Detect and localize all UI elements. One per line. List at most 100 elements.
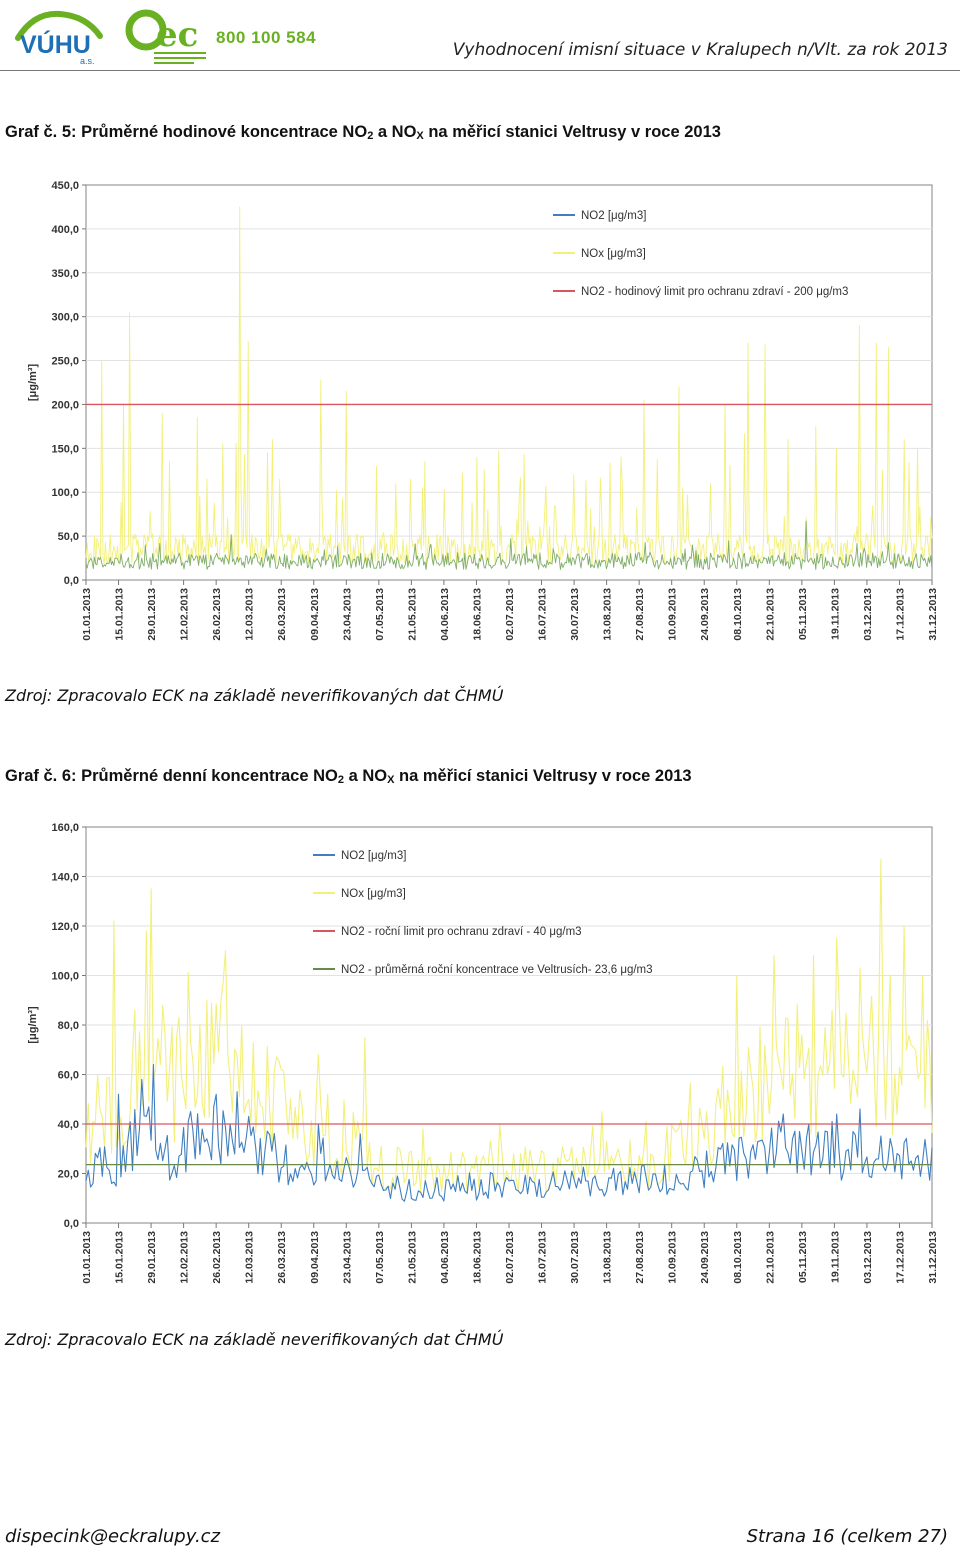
y-tick-label: 300,0 — [51, 312, 79, 324]
chart1-caption: Graf č. 5: Průměrné hodinové koncentrace… — [5, 123, 721, 142]
y-tick-label: 450,0 — [51, 180, 79, 192]
x-tick-label: 22.10.2013 — [764, 1231, 776, 1284]
chart2-source: Zdroj: Zpracovalo ECK na základě neverif… — [5, 1330, 504, 1349]
x-tick-label: 12.02.2013 — [179, 1231, 191, 1284]
eck-logo-ring — [125, 9, 167, 51]
header-divider — [0, 70, 960, 71]
chart1-hourly-svg: 0,0 50,0 100,0 150,0 200,0 250,0 300,0 350,0 400… — [27, 180, 939, 641]
x-tick-label: 12.03.2013 — [244, 588, 256, 641]
footer-email: dispecink@eckralupy.cz — [5, 1526, 221, 1547]
page-header: VÚHU a.s. ec 800 100 584 Vyhodnocení imi… — [0, 0, 960, 76]
legend-label-2: NO2 - hodinový limit pro ochranu zdraví … — [581, 286, 848, 298]
x-tick-label: 09.04.2013 — [309, 588, 321, 641]
legend-label-0: NO2 [μg/m3] — [581, 210, 646, 222]
series-no2-line — [85, 1064, 933, 1202]
y-tick-label: 100,0 — [51, 971, 79, 983]
x-tick-label: 15.01.2013 — [114, 588, 126, 641]
x-tick-label: 08.10.2013 — [732, 588, 744, 641]
chart2-caption-prefix: Graf č. 6: Průměrné denní koncentrace NO — [5, 767, 338, 785]
chart1-caption-sub1: 2 — [367, 130, 374, 142]
y-tick-label: 20,0 — [58, 1169, 79, 1181]
x-tick-label: 26.03.2013 — [276, 588, 288, 641]
x-tick-label: 26.02.2013 — [211, 1231, 223, 1284]
x-tick-label: 03.12.2013 — [862, 588, 874, 641]
y-tick-label: 150,0 — [51, 443, 79, 455]
legend-label-3: NO2 - průměrná roční koncentrace ve Velt… — [341, 964, 653, 976]
legend-label-2: NO2 - roční limit pro ochranu zdraví - 4… — [341, 926, 582, 938]
x-tick-label: 29.01.2013 — [146, 1231, 158, 1284]
x-tick-label: 02.07.2013 — [504, 1231, 516, 1284]
y-tick-label: 140,0 — [51, 872, 79, 884]
x-tick-label: 10.09.2013 — [667, 588, 679, 641]
x-tick-label: 03.12.2013 — [862, 1231, 874, 1284]
x-tick-label: 13.08.2013 — [602, 588, 614, 641]
x-tick-label: 17.12.2013 — [894, 588, 906, 641]
x-tick-label: 31.12.2013 — [927, 588, 939, 641]
legend-label-0: NO2 [μg/m3] — [341, 850, 406, 862]
x-tick-label: 18.06.2013 — [471, 1231, 483, 1284]
x-tick-label: 08.10.2013 — [732, 1231, 744, 1284]
x-tick-label: 01.01.2013 — [81, 588, 93, 641]
chart1-container: 0,0 50,0 100,0 150,0 200,0 250,0 300,0 350,0 400… — [0, 170, 960, 670]
x-tick-label: 05.11.2013 — [797, 588, 809, 640]
x-tick-label: 02.07.2013 — [504, 588, 516, 641]
x-tick-label: 01.01.2013 — [81, 1231, 93, 1284]
y-tick-label: 0,0 — [64, 575, 79, 587]
y-tick-label: 350,0 — [51, 268, 79, 280]
x-tick-label: 07.05.2013 — [374, 1231, 386, 1284]
x-tick-label: 12.02.2013 — [179, 588, 191, 641]
y-axis-label: [μg/m³] — [27, 364, 39, 402]
x-tick-label: 30.07.2013 — [569, 1231, 581, 1284]
x-tick-label: 31.12.2013 — [927, 1231, 939, 1284]
x-tick-label: 16.07.2013 — [537, 588, 549, 641]
chart1-source: Zdroj: Zpracovalo ECK na základě neverif… — [5, 686, 504, 705]
eck-logo-line1 — [154, 52, 206, 54]
chart2-caption-sub2: X — [387, 774, 395, 786]
x-tick-label: 09.04.2013 — [309, 1231, 321, 1284]
chart1-caption-sub2: X — [416, 130, 424, 142]
x-tick-label: 05.11.2013 — [797, 1231, 809, 1283]
series-no2-line — [85, 520, 933, 570]
x-tick-label: 23.04.2013 — [341, 588, 353, 641]
y-tick-label: 160,0 — [51, 822, 79, 834]
eck-logo: ec — [124, 6, 214, 66]
x-tick-label: 13.08.2013 — [602, 1231, 614, 1284]
vuhu-logo: VÚHU a.s. — [14, 8, 106, 66]
y-tick-label: 100,0 — [51, 487, 79, 499]
x-tick-label: 26.02.2013 — [211, 588, 223, 641]
y-tick-label: 400,0 — [51, 224, 79, 236]
series-nox-line — [85, 858, 933, 1194]
y-tick-label: 200,0 — [51, 399, 79, 411]
x-tick-label: 22.10.2013 — [764, 588, 776, 641]
document-title: Vyhodnocení imisní situace v Kralupech n… — [452, 40, 948, 60]
plot-area — [85, 184, 933, 581]
y-tick-label: 40,0 — [58, 1119, 79, 1131]
x-tick-label: 29.01.2013 — [146, 588, 158, 641]
eck-logo-text: ec — [156, 15, 198, 55]
chart2-caption: Graf č. 6: Průměrné denní koncentrace NO… — [5, 767, 692, 786]
x-tick-label: 24.09.2013 — [699, 1231, 711, 1284]
series-nox-line — [85, 206, 933, 566]
chart2-caption-mid: a NO — [343, 767, 388, 785]
x-tick-label: 19.11.2013 — [829, 588, 841, 640]
x-tick-label: 16.07.2013 — [537, 1231, 549, 1284]
hotline-phone: 800 100 584 — [216, 28, 317, 47]
legend-label-1: NOx [μg/m3] — [581, 248, 646, 260]
chart1-caption-prefix: Graf č. 5: Průměrné hodinové koncentrace… — [5, 123, 368, 141]
y-axis-label: [μg/m³] — [27, 1006, 39, 1044]
y-tick-label: 80,0 — [58, 1020, 79, 1032]
logo-arc — [15, 10, 103, 41]
eck-logo-line2 — [154, 57, 206, 59]
x-tick-label: 27.08.2013 — [634, 1231, 646, 1284]
x-tick-label: 21.05.2013 — [406, 588, 418, 641]
chart2-caption-suffix: na měřicí stanici Veltrusy v roce 2013 — [394, 767, 692, 785]
x-tick-label: 19.11.2013 — [829, 1231, 841, 1283]
chart2-daily-svg: 0,0 20,0 40,0 60,0 80,0 100,0 120,0 140,0 160,0 [… — [27, 822, 939, 1284]
x-tick-label: 12.03.2013 — [244, 1231, 256, 1284]
y-tick-label: 0,0 — [64, 1218, 79, 1230]
y-tick-label: 50,0 — [58, 531, 79, 543]
x-tick-label: 10.09.2013 — [667, 1231, 679, 1284]
x-tick-label: 04.06.2013 — [439, 1231, 451, 1284]
x-tick-label: 30.07.2013 — [569, 588, 581, 641]
y-tick-label: 250,0 — [51, 356, 79, 368]
